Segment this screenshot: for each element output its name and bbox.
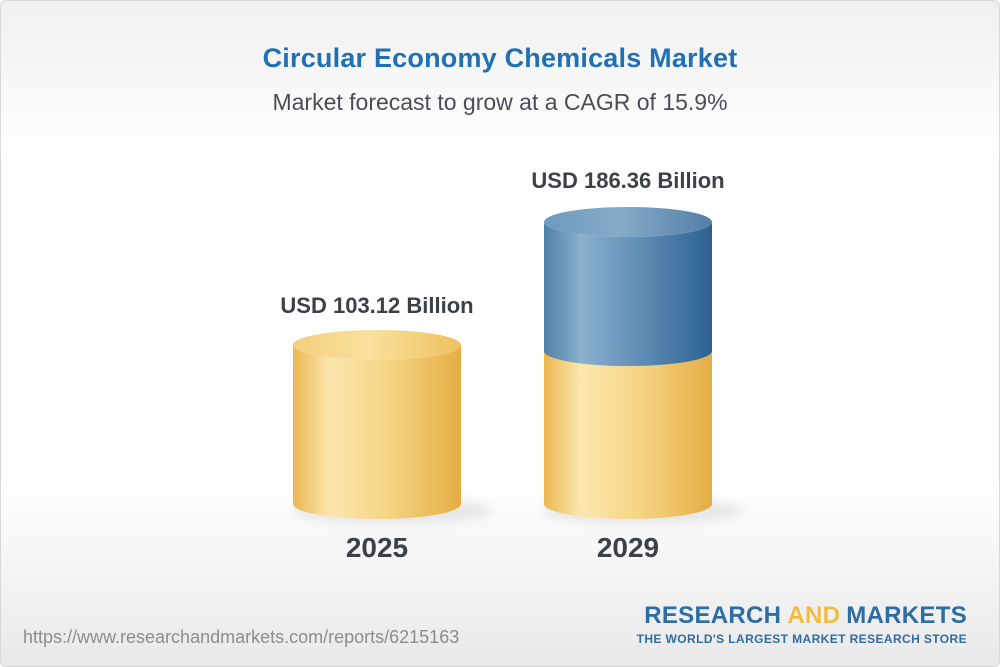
- source-url-link[interactable]: https://www.researchandmarkets.com/repor…: [23, 627, 460, 647]
- bar-2025-top: [293, 330, 461, 360]
- bar-2025: [293, 330, 461, 519]
- value-label-2025: USD 103.12 Billion: [280, 293, 474, 318]
- page-title: Circular Economy Chemicals Market: [262, 43, 738, 73]
- logo-tagline: THE WORLD'S LARGEST MARKET RESEARCH STOR…: [636, 632, 967, 647]
- logo-wordmark: RESEARCH AND MARKETS: [637, 602, 967, 629]
- logo-word-markets: MARKETS: [846, 602, 967, 629]
- category-label-2029: 2029: [596, 532, 660, 563]
- bar-2025-body: [293, 345, 461, 519]
- bar-2029: [544, 207, 712, 519]
- logo-word-and: AND: [787, 602, 841, 629]
- logo-word-research: RESEARCH: [644, 602, 782, 629]
- bar-2029-base-segment: [544, 351, 712, 519]
- company-logo[interactable]: RESEARCH AND MARKETS THE WORLD'S LARGEST M…: [636, 602, 967, 647]
- category-label-2025: 2025: [345, 532, 409, 563]
- bar-2029-top: [544, 207, 712, 237]
- bar-2029-growth-segment: [544, 222, 712, 366]
- value-label-2029: USD 186.36 Billion: [531, 168, 725, 193]
- page-subtitle: Market forecast to grow at a CAGR of 15.…: [272, 89, 728, 115]
